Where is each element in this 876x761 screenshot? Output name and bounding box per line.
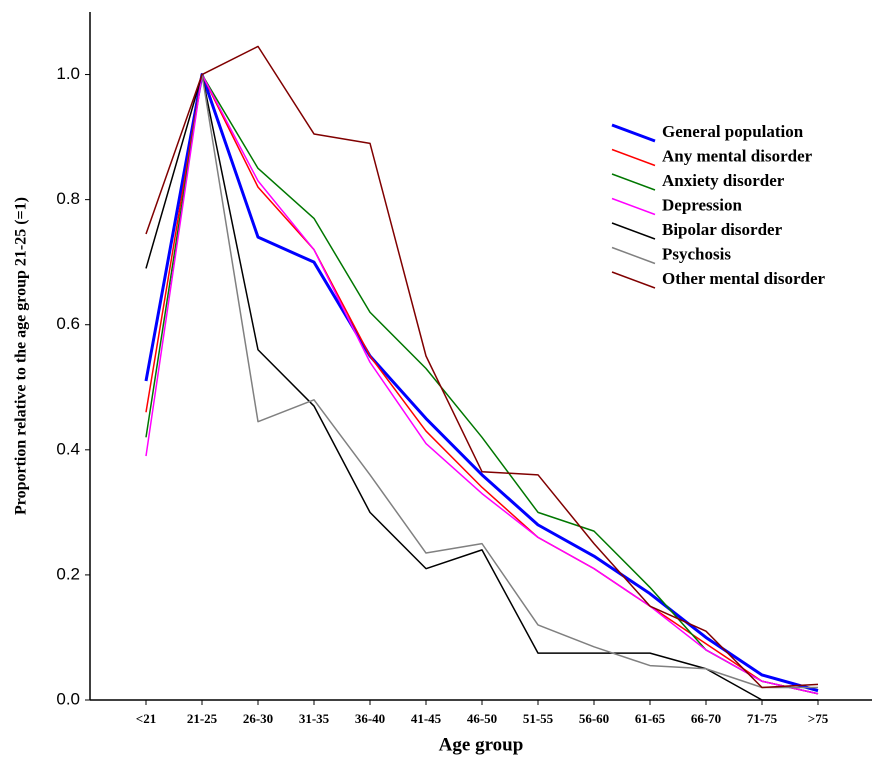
legend-swatch — [611, 271, 656, 289]
y-tick-label: 0.4 — [56, 439, 80, 458]
y-tick-label: 1.0 — [56, 64, 80, 83]
y-axis-label: Proportion relative to the age group 21-… — [13, 197, 30, 515]
y-tick-label: 0.8 — [56, 189, 80, 208]
legend-swatch — [611, 123, 656, 143]
series-line — [145, 73, 819, 695]
x-tick-label: 66-70 — [691, 711, 721, 726]
x-tick-label: 26-30 — [243, 711, 273, 726]
legend-label: General population — [662, 122, 804, 141]
legend-label: Anxiety disorder — [662, 171, 785, 190]
series-line — [145, 45, 819, 689]
series-line — [145, 73, 819, 695]
x-tick-label: 31-35 — [299, 711, 330, 726]
x-axis-label: Age group — [439, 734, 524, 755]
legend-swatch — [611, 222, 656, 240]
x-tick-label: 46-50 — [467, 711, 497, 726]
y-tick-label: 0.2 — [56, 564, 80, 583]
x-tick-label: >75 — [808, 711, 829, 726]
x-tick-label: 51-55 — [523, 711, 554, 726]
legend-label: Any mental disorder — [662, 146, 813, 165]
legend-label: Depression — [662, 195, 743, 214]
x-tick-label: 41-45 — [411, 711, 442, 726]
series-line — [145, 73, 818, 701]
series-line — [145, 73, 819, 695]
x-tick-label: 21-25 — [187, 711, 218, 726]
legend-swatch — [611, 148, 656, 167]
x-tick-label: 71-75 — [747, 711, 778, 726]
legend-swatch — [611, 173, 656, 191]
legend-label: Other mental disorder — [662, 269, 826, 288]
legend-label: Bipolar disorder — [662, 220, 783, 239]
x-tick-label: 56-60 — [579, 711, 609, 726]
y-tick-label: 0.0 — [56, 689, 80, 708]
series-line — [201, 74, 818, 689]
legend-label: Psychosis — [662, 244, 731, 263]
x-tick-label: <21 — [136, 711, 156, 726]
x-tick-label: 61-65 — [635, 711, 666, 726]
legend-swatch — [611, 246, 656, 265]
x-tick-label: 36-40 — [355, 711, 385, 726]
legend-swatch — [611, 197, 656, 216]
series-line — [144, 73, 819, 693]
y-tick-label: 0.6 — [56, 314, 80, 333]
